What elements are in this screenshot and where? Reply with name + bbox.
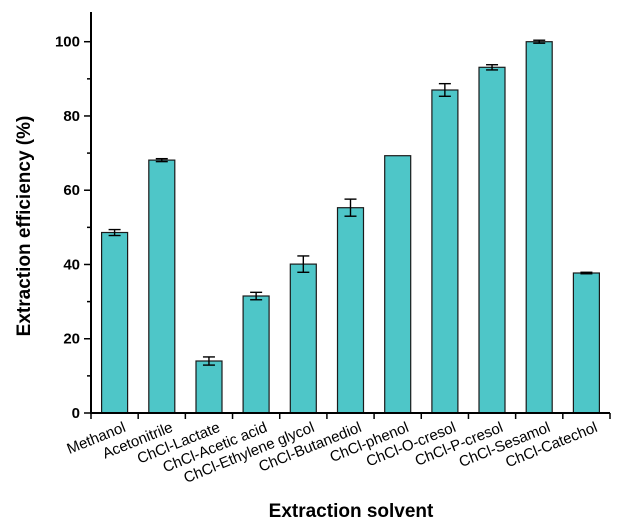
bar-3 — [242, 295, 270, 414]
error-bar-7 — [438, 82, 451, 97]
error-bar-4 — [297, 255, 310, 273]
y-ticks-group: 0 20 40 60 80 100 — [55, 34, 80, 422]
y-tick-label-4: 80 — [63, 108, 80, 125]
x-axis-title: Extraction solvent — [269, 501, 434, 522]
bar-8 — [478, 66, 506, 414]
bars-group — [100, 41, 601, 414]
bar-0 — [100, 231, 129, 414]
error-bar-3 — [250, 291, 263, 301]
bar-10 — [572, 272, 601, 414]
y-tick-label-5: 100 — [55, 34, 80, 51]
axes-group — [84, 12, 611, 419]
x-ticks-group: MethanolAcetonitrileChCl-LactateChCl-Ace… — [64, 419, 599, 487]
bar-4 — [289, 263, 317, 414]
bar-5 — [336, 207, 365, 414]
y-tick-label-0: 0 — [72, 405, 80, 422]
error-bar-2 — [202, 356, 215, 366]
bar-7 — [431, 89, 459, 414]
bar-9 — [525, 41, 553, 414]
y-axis-title: Extraction efficiency (%) — [14, 116, 35, 337]
bar-1 — [148, 159, 176, 414]
bar-6 — [384, 155, 412, 414]
error-bars-group — [108, 39, 593, 366]
error-bar-8 — [486, 64, 499, 71]
bar-2 — [195, 360, 223, 414]
error-bar-0 — [108, 228, 121, 237]
error-bar-1 — [155, 157, 168, 163]
error-bar-5 — [344, 198, 357, 217]
y-tick-label-1: 20 — [63, 331, 80, 348]
y-tick-label-3: 60 — [63, 182, 80, 199]
y-tick-label-2: 40 — [63, 256, 80, 273]
error-bar-9 — [533, 39, 546, 44]
error-bar-10 — [580, 271, 593, 275]
